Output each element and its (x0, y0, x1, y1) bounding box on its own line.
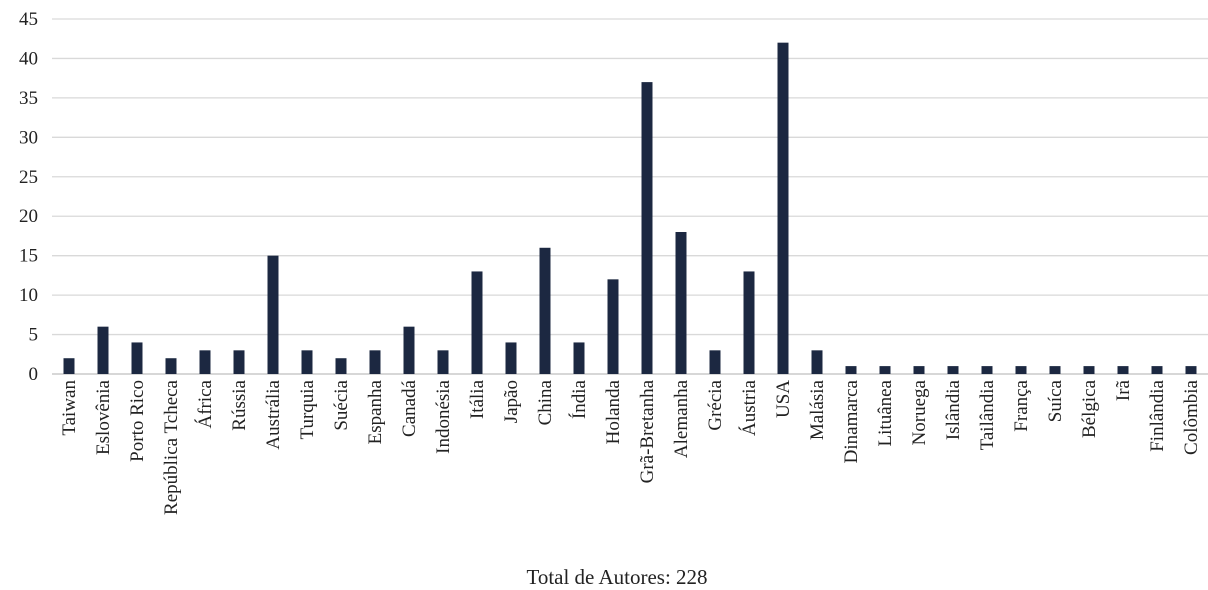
bar (199, 350, 211, 374)
bar (369, 350, 381, 374)
x-tick-label: Taiwan (59, 380, 80, 436)
x-tick-label: Espanha (365, 379, 386, 444)
y-tick-label: 10 (19, 285, 38, 306)
x-tick-label: Tailândia (977, 379, 998, 450)
x-tick-label: Eslovênia (93, 379, 114, 454)
bar (335, 358, 347, 374)
x-tick-label: Bélgica (1079, 379, 1100, 438)
x-tick-label: Japão (501, 380, 522, 423)
x-tick-label: Canadá (399, 379, 420, 437)
x-tick-label: Indonésia (433, 379, 454, 453)
x-tick-label: Lituânea (875, 379, 896, 446)
gridlines (52, 18, 1208, 375)
y-axis-tick-labels: 0 5 10 15 20 25 30 35 40 45 (19, 9, 38, 385)
x-tick-label: França (1011, 379, 1032, 431)
x-tick-label: Rússia (229, 379, 250, 430)
bar (811, 350, 823, 374)
x-tick-label: Índia (568, 379, 590, 419)
bar (131, 342, 143, 374)
bar (437, 350, 449, 374)
x-tick-label: Suécia (331, 379, 352, 430)
bar (1083, 366, 1095, 374)
x-tick-label: Finlândia (1147, 379, 1168, 451)
bar (1151, 366, 1163, 374)
bar (981, 366, 993, 374)
y-tick-label: 15 (19, 246, 38, 267)
x-tick-label: África (194, 379, 216, 428)
x-tick-label: Alemanha (671, 379, 692, 458)
bars (63, 42, 1197, 375)
x-tick-label: Noruega (909, 379, 930, 445)
x-axis-label: Total de Autores: 228 (526, 565, 707, 589)
x-tick-label: USA (773, 380, 794, 418)
x-axis-tick-labels: Taiwan Eslovênia Porto Rico República Tchec… (59, 379, 1202, 515)
bar (539, 247, 551, 374)
bar (709, 350, 721, 374)
y-tick-label: 40 (19, 48, 38, 69)
x-tick-label: Itália (467, 379, 488, 419)
bar (471, 271, 483, 374)
bar (233, 350, 245, 374)
x-tick-label: Grã-Bretanha (637, 379, 658, 483)
x-tick-label: Irã (1113, 379, 1134, 401)
bar (301, 350, 313, 374)
bar (1049, 366, 1061, 374)
x-tick-label: Turquia (297, 379, 318, 439)
y-tick-label: 5 (29, 325, 39, 346)
bar (97, 326, 109, 374)
y-tick-label: 45 (19, 9, 38, 30)
bar (743, 271, 755, 374)
bar (879, 366, 891, 374)
bar (403, 326, 415, 374)
bar (1185, 366, 1197, 374)
x-tick-label: Colômbia (1181, 379, 1202, 455)
x-tick-label: Porto Rico (127, 380, 148, 462)
bar (641, 82, 653, 374)
bar (607, 279, 619, 374)
x-tick-label: Suíca (1045, 379, 1066, 422)
x-tick-label: Malásia (807, 379, 828, 440)
bar (845, 366, 857, 374)
x-tick-label: Dinamarca (841, 379, 862, 463)
bar (63, 358, 75, 374)
bar (913, 366, 925, 374)
x-tick-label: China (535, 379, 556, 425)
y-tick-label: 25 (19, 167, 38, 188)
x-tick-label: Holanda (603, 379, 624, 444)
y-tick-label: 30 (19, 127, 38, 148)
bar (1015, 366, 1027, 374)
x-tick-label: Austrália (263, 379, 284, 449)
bar (267, 255, 279, 374)
y-tick-label: 20 (19, 206, 38, 227)
x-tick-label: Grécia (705, 379, 726, 430)
x-tick-label: Islândia (943, 379, 964, 440)
bar (505, 342, 517, 374)
bar (573, 342, 585, 374)
bar (675, 232, 687, 374)
bar (165, 358, 177, 374)
y-tick-label: 35 (19, 88, 38, 109)
bar (947, 366, 959, 374)
bar (777, 42, 789, 375)
y-tick-label: 0 (29, 364, 39, 385)
x-tick-label: República Tcheca (161, 379, 182, 515)
x-tick-label: Áustria (738, 379, 760, 436)
bar (1117, 366, 1129, 374)
